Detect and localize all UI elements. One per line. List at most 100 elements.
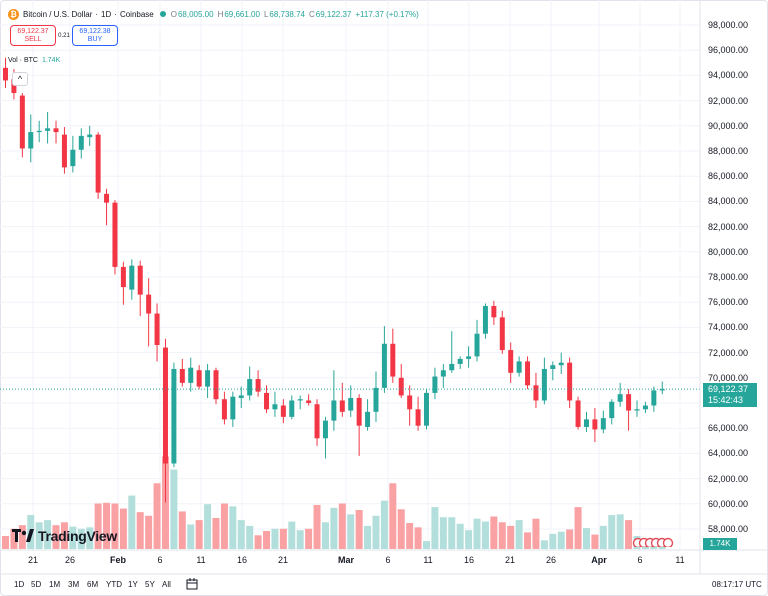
candle-body — [11, 79, 17, 94]
candlesticks — [3, 57, 665, 503]
candle — [398, 363, 404, 398]
candle — [78, 128, 84, 159]
buy-button[interactable]: 69,122.38 BUY — [72, 25, 118, 46]
interval[interactable]: 1D — [101, 9, 112, 19]
candle-body — [289, 400, 295, 417]
utc-clock[interactable]: 08:17:17 UTC — [712, 580, 762, 589]
candle-body — [255, 379, 261, 392]
candle-body — [61, 134, 67, 168]
last-price-value: 69,122.37 — [708, 384, 749, 394]
volume-bar — [557, 531, 565, 549]
time-tick-label: 21 — [27, 555, 39, 565]
candle-body — [381, 343, 387, 388]
candle-body — [129, 265, 135, 290]
price-tick-label: 74,000.00 — [708, 322, 749, 333]
sell-button[interactable]: 69,122.37 SELL — [10, 25, 56, 46]
candle-body — [533, 385, 539, 401]
candle — [642, 401, 648, 414]
candle — [600, 410, 606, 434]
candle-body — [87, 134, 93, 138]
range-button-1m[interactable]: 1M — [49, 580, 61, 589]
volume-bar — [170, 469, 178, 549]
volume-bar — [237, 520, 245, 549]
time-tick-label: 16 — [236, 555, 248, 565]
candle-body — [609, 401, 615, 419]
sell-price: 69,122.37 — [17, 27, 49, 35]
candle-body — [205, 370, 211, 387]
time-tick-label: 21 — [504, 555, 516, 565]
volume-bar — [52, 525, 60, 549]
candle-body — [373, 387, 379, 412]
volume-bar — [212, 517, 220, 549]
candle-body — [53, 128, 59, 133]
date-range-icon[interactable] — [186, 578, 198, 590]
volume-value: 1.74K — [41, 57, 61, 64]
volume-bar — [338, 503, 346, 549]
time-tick-label: 11 — [675, 555, 685, 565]
candle — [162, 338, 168, 503]
candle — [634, 400, 640, 417]
range-button-1y[interactable]: 1Y — [128, 580, 138, 589]
volume-bar — [69, 526, 77, 549]
candle — [297, 395, 303, 410]
candle-body — [550, 365, 556, 369]
candle-body — [482, 305, 488, 334]
candle — [230, 391, 236, 427]
volume-bar — [94, 503, 102, 549]
candle — [53, 120, 59, 144]
candle — [516, 356, 522, 377]
time-tick-label: Mar — [337, 555, 355, 565]
candle-body — [348, 397, 354, 411]
range-button-all[interactable]: All — [162, 580, 171, 589]
volume-bar — [515, 520, 523, 549]
volume-bar — [86, 527, 94, 549]
symbol-name[interactable]: Bitcoin / U.S. Dollar — [23, 9, 93, 19]
range-button-5d[interactable]: 5D — [31, 580, 42, 589]
candle — [583, 411, 589, 432]
price-tick-label: 96,000.00 — [708, 45, 749, 56]
candle — [457, 356, 463, 369]
candle-body — [575, 400, 581, 427]
candle-body — [457, 358, 463, 364]
range-button-ytd[interactable]: YTD — [106, 580, 122, 589]
candle-body — [247, 379, 253, 396]
price-tick-label: 62,000.00 — [708, 473, 749, 484]
candle — [146, 278, 152, 347]
candle-body — [104, 193, 110, 203]
candle — [617, 382, 623, 407]
volume-bar — [616, 514, 624, 549]
candle — [247, 366, 253, 401]
candle-body — [297, 399, 303, 401]
range-button-1d[interactable]: 1D — [14, 580, 25, 589]
volume-bar — [465, 530, 473, 549]
volume-bar — [582, 528, 590, 549]
range-button-3m[interactable]: 3M — [68, 580, 80, 589]
candle — [19, 93, 25, 158]
candle — [87, 125, 93, 146]
volume-bar — [128, 495, 136, 549]
candle-body — [264, 392, 270, 410]
volume-bar — [507, 525, 515, 549]
candle — [179, 358, 185, 387]
candle-body — [36, 130, 42, 133]
tradingview-wordmark: TradingView — [38, 528, 117, 544]
candle-body — [45, 128, 51, 131]
range-button-6m[interactable]: 6M — [87, 580, 99, 589]
range-button-5y[interactable]: 5Y — [145, 580, 155, 589]
candle-body — [162, 347, 168, 464]
candle — [264, 385, 270, 414]
collapse-legend-button[interactable]: ^ — [12, 72, 28, 86]
volume-label[interactable]: Vol · BTC — [8, 57, 38, 64]
time-tick-label: 26 — [64, 555, 76, 565]
candle — [137, 260, 143, 317]
economic-events[interactable] — [630, 533, 680, 547]
candle-body — [617, 394, 623, 402]
volume-bar — [574, 507, 582, 549]
candle-body — [466, 356, 472, 359]
candle-body — [137, 265, 143, 295]
volume-bar — [288, 521, 296, 549]
candle — [474, 319, 480, 362]
price-tick-label: 72,000.00 — [708, 347, 749, 358]
bottom-toolbar: 1D 5D 1M 3M 6M YTD 1Y 5Y All 08:17:17 UTC — [0, 574, 768, 596]
